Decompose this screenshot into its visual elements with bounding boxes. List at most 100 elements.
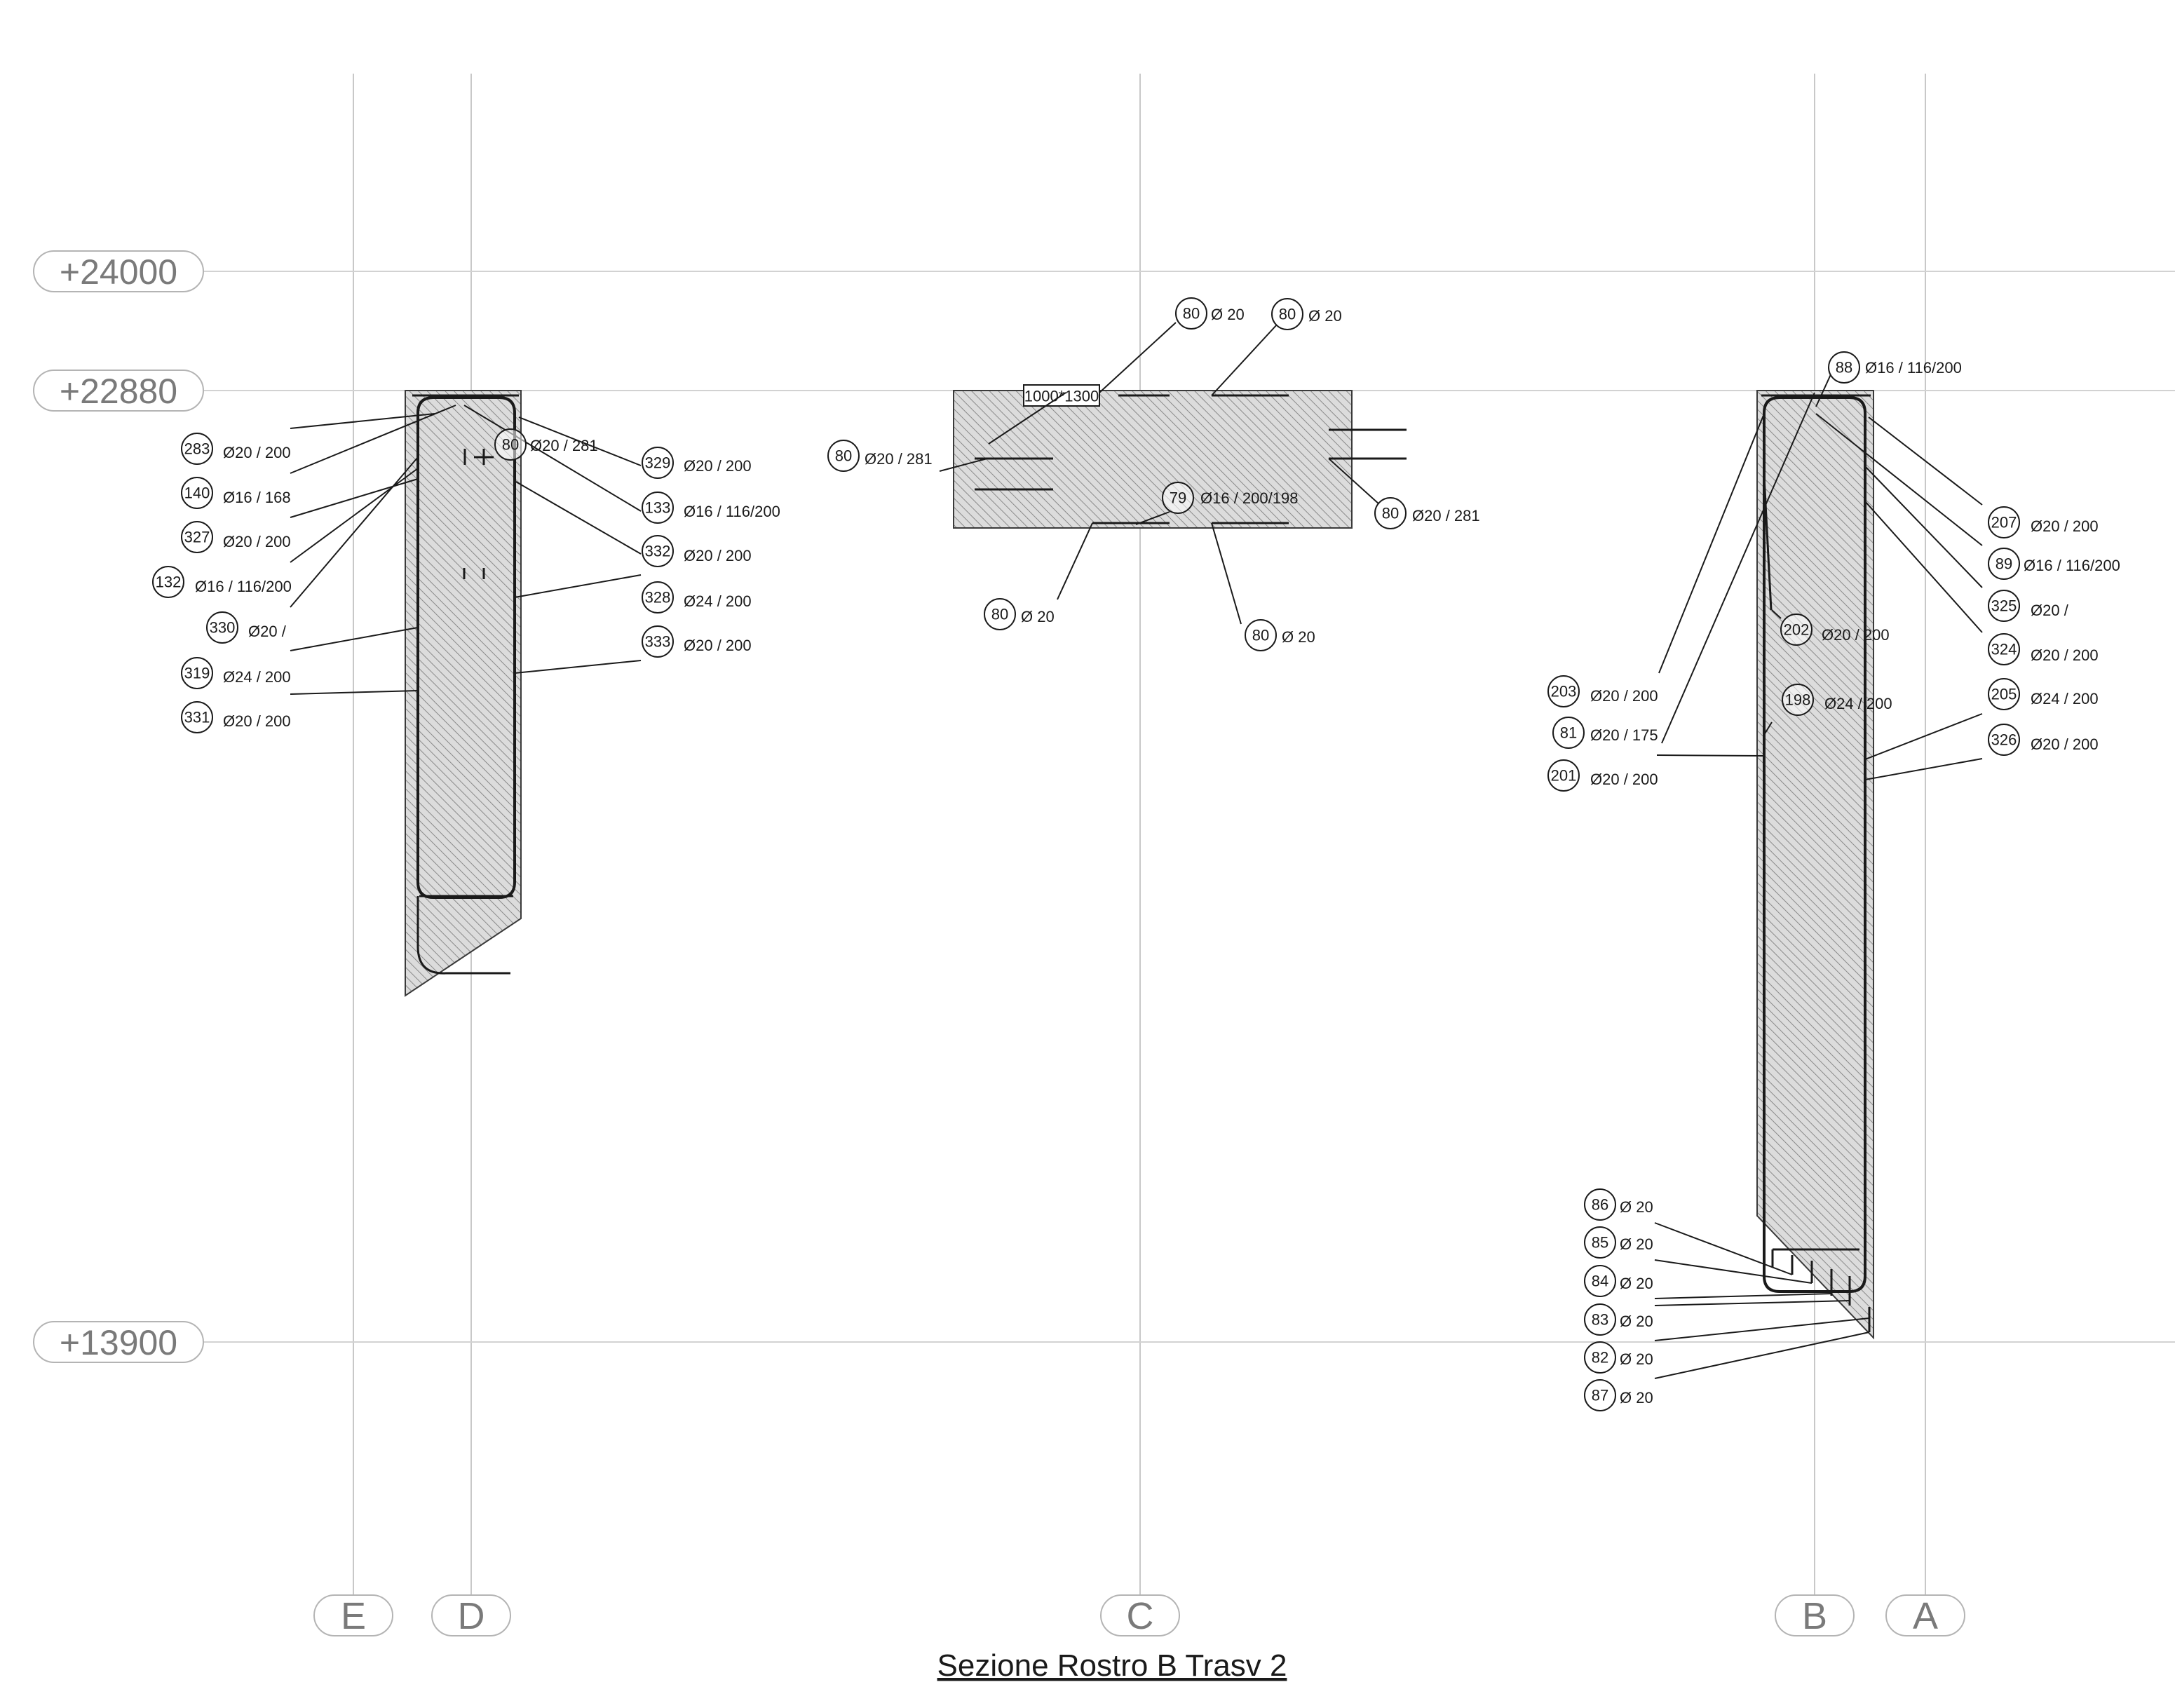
- rebar-tag: 283 Ø20 / 200: [181, 433, 291, 465]
- rebar-mark: 87: [1592, 1387, 1608, 1404]
- right-wall-inner-bar: [1763, 476, 1773, 611]
- rebar-tag: 327 Ø20 / 200: [181, 521, 291, 553]
- rebar-mark: 327: [184, 529, 210, 546]
- rebar-spec: Ø 20: [1021, 608, 1055, 625]
- rebar-mark: 80: [1252, 627, 1269, 644]
- rebar-tag: 80 Ø 20: [1271, 298, 1342, 330]
- rebar-tag: 132 Ø16 / 116/200: [152, 566, 292, 598]
- rebar-mark: 80: [991, 606, 1008, 623]
- level-label: +13900: [60, 1323, 177, 1362]
- rebar-spec: Ø20 /: [2031, 602, 2069, 619]
- rebar-tag-circle: [1547, 759, 1580, 792]
- rebar-tag-circle: [1988, 678, 2020, 710]
- rebar-tag-circle: [642, 625, 674, 658]
- rebar-spec: Ø20 / 200: [1822, 626, 1890, 644]
- rebar-tag: 80 Ø20 / 281: [827, 440, 933, 472]
- rebar-tag-circle: [152, 566, 184, 598]
- rebar-tag-circle: [181, 433, 213, 465]
- rebar-spec: Ø20 / 200: [223, 533, 291, 550]
- axis-marker-d: D: [431, 1594, 511, 1637]
- rebar-mark: 81: [1560, 724, 1577, 742]
- rebar-tag-circle: [181, 657, 213, 689]
- rebar-tag: 330 Ø20 /: [206, 611, 287, 644]
- rebar-spec: Ø16 / 116/200: [195, 578, 292, 595]
- drawing-title: Sezione Rostro B Trasv 2: [937, 1648, 1287, 1683]
- rebar-tag-circle: [984, 598, 1016, 630]
- rebar-tag-circle: [1988, 590, 2020, 622]
- rebar-tag-circle: [1245, 619, 1277, 651]
- rebar-tag: 202 Ø20 / 200: [1780, 614, 1890, 646]
- rebar-tag: 89 Ø16 / 116/200: [1988, 548, 2120, 580]
- rebar-tag-circle: [1584, 1303, 1616, 1336]
- rebar-spec: Ø20 / 200: [2031, 646, 2099, 664]
- rebar-tag-circle: [1782, 684, 1814, 716]
- left-wall-concrete: [405, 390, 522, 997]
- rebar-tag: 205 Ø24 / 200: [1988, 678, 2099, 710]
- rebar-tag: 80 Ø20 / 281: [494, 428, 598, 461]
- rebar-spec: Ø20 / 175: [1590, 726, 1658, 744]
- rebar-spec: Ø20 / 200: [223, 712, 291, 730]
- rebar-tag: 198 Ø24 / 200: [1782, 684, 1892, 716]
- rebar-mark: 330: [210, 619, 236, 637]
- rebar-spec: Ø 20: [1308, 307, 1342, 325]
- rebar-spec: Ø24 / 200: [2031, 690, 2099, 707]
- rebar-mark: 80: [835, 447, 852, 465]
- rebar-tag-circle: [642, 447, 674, 479]
- rebar-spec: Ø 20: [1620, 1389, 1653, 1407]
- rebar-spec: Ø20 /: [248, 623, 287, 640]
- axis-marker-a: A: [1885, 1594, 1965, 1637]
- rebar-mark: 79: [1170, 489, 1186, 507]
- rebar-tag-circle: [642, 535, 674, 567]
- rebar-tag-circle: [1584, 1226, 1616, 1259]
- rebar-spec: Ø20 / 281: [530, 437, 598, 454]
- rebar-tag-circle: [642, 492, 674, 524]
- rebar-spec: Ø16 / 116/200: [1865, 359, 1962, 377]
- left-wall-bottom-bar: [416, 896, 510, 975]
- rebar-tag: 80 Ø 20: [1245, 619, 1315, 651]
- centre-beam-leaders: [939, 322, 1381, 625]
- rebar-spec: Ø24 / 200: [1824, 695, 1892, 712]
- rebar-tag-circle: [1547, 675, 1580, 707]
- rebar-tag: 332 Ø20 / 200: [642, 535, 752, 567]
- rebar-mark: 80: [1382, 505, 1399, 522]
- rebar-spec: Ø16 / 200/198: [1200, 489, 1298, 507]
- rebar-tag-circle: [1780, 614, 1813, 646]
- rebar-tag: 328 Ø24 / 200: [642, 581, 752, 614]
- rebar-tag-circle: [827, 440, 860, 472]
- rebar-tag-circle: [1988, 548, 2020, 580]
- rebar-mark: 324: [1991, 641, 2017, 658]
- axis-marker-c: C: [1100, 1594, 1180, 1637]
- rebar-tag-circle: [1988, 724, 2020, 756]
- rebar-mark: 331: [184, 709, 210, 726]
- rebar-spec: Ø20 / 200: [1590, 771, 1658, 788]
- rebar-tag-circle: [494, 428, 527, 461]
- rebar-tag: 80 Ø 20: [1175, 297, 1245, 330]
- grid-axes: [353, 74, 1926, 1597]
- rebar-mark: 133: [645, 499, 671, 517]
- rebar-tag: 207 Ø20 / 200: [1988, 506, 2099, 538]
- rebar-tag: 325 Ø20 /: [1988, 590, 2069, 622]
- axis-label: A: [1913, 1595, 1938, 1637]
- rebar-tag-circle: [1584, 1188, 1616, 1221]
- rebar-mark: 283: [184, 440, 210, 458]
- rebar-tag: 81 Ø20 / 175: [1552, 717, 1658, 749]
- rebar-spec: Ø20 / 200: [684, 637, 752, 654]
- rebar-tag: 319 Ø24 / 200: [181, 657, 291, 689]
- rebar-tag-circle: [1584, 1341, 1616, 1374]
- right-wall-section: [1756, 390, 1874, 1340]
- rebar-tag-circle: [1584, 1265, 1616, 1297]
- rebar-spec: Ø20 / 200: [2031, 736, 2099, 753]
- rebar-tag-circle: [206, 611, 238, 644]
- axis-label: D: [458, 1595, 485, 1637]
- rebar-spec: Ø24 / 200: [684, 592, 752, 610]
- rebar-spec: Ø24 / 200: [223, 668, 291, 686]
- axis-label: B: [1802, 1595, 1827, 1637]
- rebar-mark: 201: [1551, 767, 1577, 785]
- rebar-tags: 283 Ø20 / 200 140 Ø16 / 168 327 Ø20 / 200 132 Ø…: [152, 297, 2120, 1411]
- rebar-mark: 80: [1183, 305, 1200, 323]
- rebar-mark: 332: [645, 543, 671, 560]
- rebar-spec: Ø16 / 168: [223, 489, 291, 506]
- rebar-tag: 333 Ø20 / 200: [642, 625, 752, 658]
- rebar-tag: 86 Ø 20: [1584, 1188, 1653, 1221]
- rebar-tag-circle: [1552, 717, 1585, 749]
